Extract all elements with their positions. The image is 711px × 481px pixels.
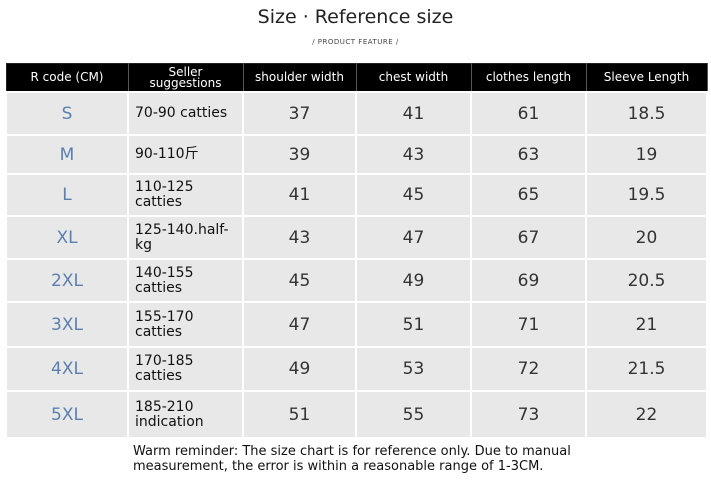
size-cell: L	[5, 173, 129, 217]
table-cell: 49	[355, 258, 472, 303]
footer-note: Warm reminder: The size chart is for ref…	[133, 444, 571, 474]
table-cell: 125-140.half-kg	[127, 215, 244, 260]
table-cell: 43	[242, 215, 357, 260]
table-cell: 19	[585, 134, 708, 175]
size-cell: 4XL	[5, 346, 129, 392]
column-header: chest width	[356, 63, 472, 92]
size-cell: XL	[5, 215, 129, 260]
table-cell: 73	[470, 390, 587, 439]
table-cell: 21.5	[585, 346, 708, 392]
table-cell: 51	[355, 301, 472, 348]
table-cell: 61	[470, 91, 587, 136]
table-cell: 170-185 catties	[127, 346, 244, 392]
table-cell: 140-155 catties	[127, 258, 244, 303]
table-cell: 51	[242, 390, 357, 439]
table-cell: 41	[242, 173, 357, 217]
size-cell: 5XL	[5, 390, 129, 439]
table-cell: 22	[585, 390, 708, 439]
table-cell: 90-110斤	[127, 134, 244, 175]
column-header: Sleeve Length	[586, 63, 708, 92]
column-header: clothes length	[471, 63, 587, 92]
table-cell: 72	[470, 346, 587, 392]
table-cell: 71	[470, 301, 587, 348]
table-cell: 20	[585, 215, 708, 260]
table-cell: 45	[355, 173, 472, 217]
table-cell: 21	[585, 301, 708, 348]
table-cell: 18.5	[585, 91, 708, 136]
subtitle: / PRODUCT FEATURE /	[312, 38, 399, 46]
table-cell: 63	[470, 134, 587, 175]
size-cell: 2XL	[5, 258, 129, 303]
header-row: R code (CM) Seller suggestions shoulder wi…	[6, 63, 708, 92]
table-cell: 47	[242, 301, 357, 348]
table-cell: 53	[355, 346, 472, 392]
table-cell: 155-170 catties	[127, 301, 244, 348]
table-cell: 70-90 catties	[127, 91, 244, 136]
table-cell: 69	[470, 258, 587, 303]
table-cell: 47	[355, 215, 472, 260]
table-row: 3XL 155-170 catties 47 51 71 21	[5, 301, 708, 348]
title: Size · Reference size	[257, 6, 454, 28]
table-cell: 55	[355, 390, 472, 439]
table-cell: 41	[355, 91, 472, 136]
table-cell: 185-210 indication	[127, 390, 244, 439]
table-cell: 20.5	[585, 258, 708, 303]
table-row: 5XL 185-210 indication 51 55 73 22	[5, 390, 708, 439]
table-row: L 110-125 catties 41 45 65 19.5	[5, 173, 708, 217]
table-cell: 37	[242, 91, 357, 136]
size-cell: M	[5, 134, 129, 175]
column-header: shoulder width	[243, 63, 357, 92]
table-cell: 110-125 catties	[127, 173, 244, 217]
size-cell: 3XL	[5, 301, 129, 348]
size-cell: S	[5, 91, 129, 136]
table-row: 4XL 170-185 catties 49 53 72 21.5	[5, 346, 708, 392]
table-cell: 65	[470, 173, 587, 217]
table-row: M 90-110斤 39 43 63 19	[5, 134, 708, 175]
table-cell: 67	[470, 215, 587, 260]
column-header: R code (CM)	[6, 63, 129, 92]
table-cell: 19.5	[585, 173, 708, 217]
table-cell: 49	[242, 346, 357, 392]
table-row: S 70-90 catties 37 41 61 18.5	[5, 91, 708, 136]
table-row: 2XL 140-155 catties 45 49 69 20.5	[5, 258, 708, 303]
column-header: Seller suggestions	[128, 63, 244, 92]
table-cell: 45	[242, 258, 357, 303]
table-cell: 43	[355, 134, 472, 175]
table-cell: 39	[242, 134, 357, 175]
table-body: S 70-90 catties 37 41 61 18.5 M 90-110斤 39 43 63 19…	[5, 91, 708, 439]
table-row: XL 125-140.half-kg 43 47 67 20	[5, 215, 708, 260]
size-table: R code (CM) Seller suggestions shoulder wi…	[5, 63, 708, 439]
